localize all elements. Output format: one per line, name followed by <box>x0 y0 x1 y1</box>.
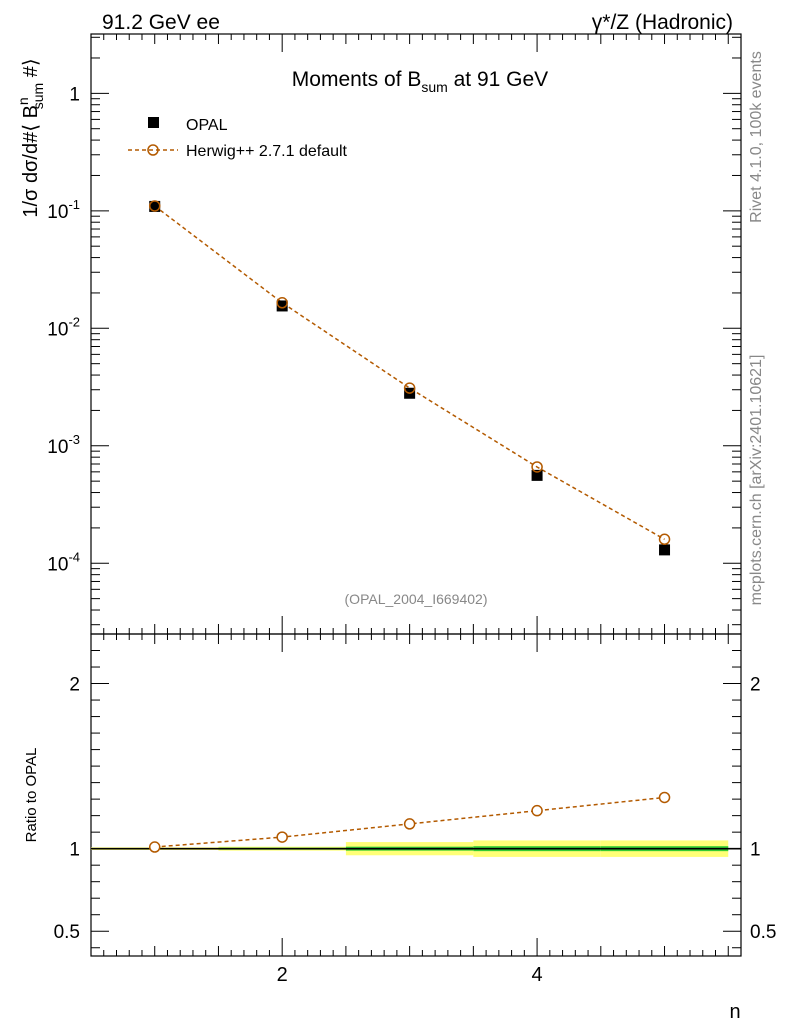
ratio-y-axis-label: Ratio to OPAL <box>23 748 40 843</box>
opal-point <box>659 544 671 556</box>
ratio-y-tick-label-left: 2 <box>69 675 80 696</box>
legend-marker-opal <box>148 117 159 128</box>
chart-title: Moments of Bsum at 91 GeV <box>292 68 548 95</box>
ratio-y-tick-label-right: 0.5 <box>750 922 776 943</box>
header-left: 91.2 GeV ee <box>102 11 220 34</box>
herwig-point <box>403 382 416 394</box>
tick-labels: 2 4 10-4 10-3 10-2 10-1 1 0.5 0.5 1 1 2 2 <box>47 84 776 986</box>
ratio-data-layer <box>148 791 671 853</box>
ratio-y-tick-label-right: 2 <box>750 675 761 696</box>
opal-point <box>531 469 543 481</box>
opal-point <box>276 300 288 312</box>
x-axis-label: n <box>729 1001 740 1023</box>
ratio-herwig-point <box>531 804 543 817</box>
ratio-panel-frame <box>90 633 742 957</box>
ratio-herwig-point <box>148 841 161 853</box>
header-right: γ*/Z (Hadronic) <box>592 11 733 34</box>
ratio-y-tick-label-left: 0.5 <box>54 922 80 943</box>
legend-marker-herwig <box>147 144 159 156</box>
legend: OPAL Herwig++ 2.7.1 default <box>128 117 348 160</box>
y-tick-label: 1 <box>69 84 80 105</box>
legend-label-herwig: Herwig++ 2.7.1 default <box>186 143 348 160</box>
herwig-line <box>154 205 665 540</box>
ratio-herwig-point <box>403 818 416 830</box>
x-tick-label: 4 <box>532 964 543 986</box>
y-tick-label: 10-1 <box>47 197 80 223</box>
y-tick-label: 10-4 <box>47 549 80 575</box>
ratio-herwig-point <box>276 831 288 843</box>
herwig-point <box>531 461 543 473</box>
legend-label-opal: OPAL <box>186 117 228 134</box>
opal-point <box>149 200 161 212</box>
herwig-point <box>658 533 671 546</box>
ratio-y-tick-label-right: 1 <box>750 840 761 861</box>
ratio-herwig-point <box>658 791 671 804</box>
rivet-version-label: Rivet 4.1.0, 100k events <box>748 51 765 223</box>
main-y-axis-label: 1/σ dσ/d#⟨ Bnsum #⟩ <box>15 58 46 217</box>
x-tick-label: 2 <box>277 964 288 986</box>
ratio-y-tick-label-left: 1 <box>69 840 80 861</box>
herwig-point <box>276 297 288 309</box>
axis-ticks <box>90 34 742 956</box>
mcplots-source-label: mcplots.cern.ch [arXiv:2401.10621] <box>748 355 765 606</box>
y-tick-label: 10-3 <box>47 432 80 458</box>
y-tick-label: 10-2 <box>47 314 80 340</box>
analysis-id-annotation: (OPAL_2004_I669402) <box>345 591 488 607</box>
herwig-point <box>148 200 161 212</box>
main-data-layer <box>148 200 671 556</box>
